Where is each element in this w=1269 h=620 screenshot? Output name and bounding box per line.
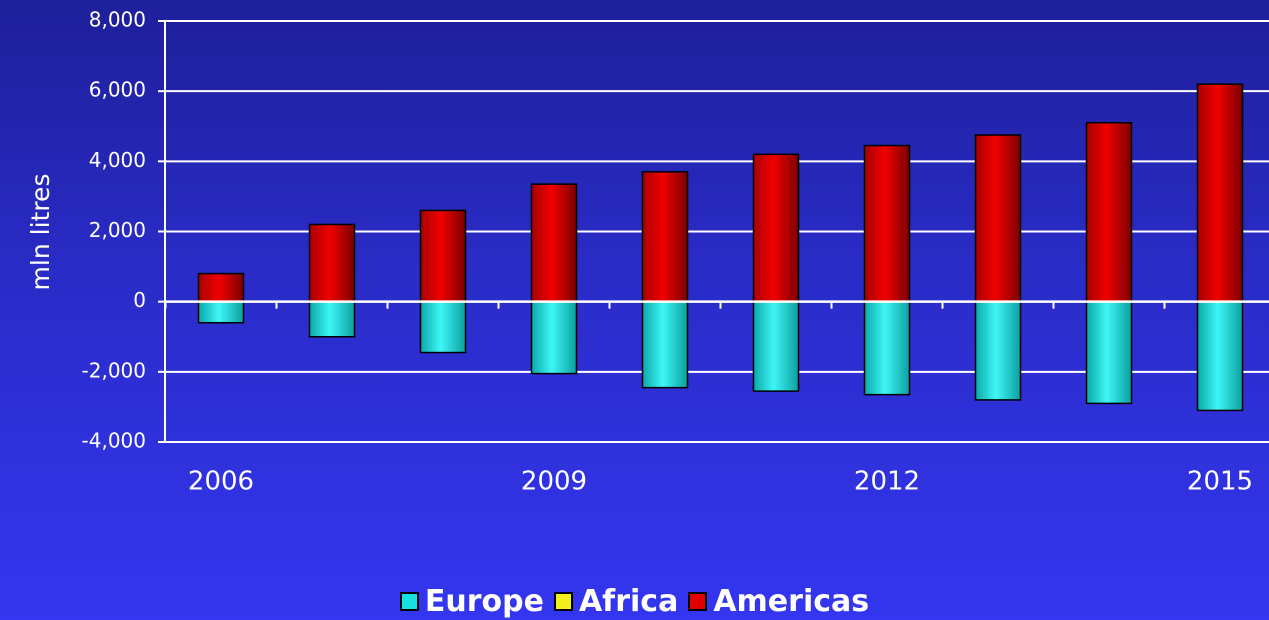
y-axis-title: mln litres <box>26 174 55 291</box>
bar-europe-2011 <box>752 300 800 392</box>
bar-americas-2013 <box>974 134 1022 303</box>
bar-europe-2014 <box>1085 300 1133 405</box>
bar-americas-2009 <box>530 183 578 303</box>
bar-europe-2009 <box>530 300 578 375</box>
y-tick-label: 8,000 <box>89 8 146 32</box>
bar-europe-2012 <box>863 300 911 396</box>
bar-americas-2012 <box>863 144 911 303</box>
x-tick-label: 2012 <box>854 467 920 497</box>
bar-americas-2006 <box>197 272 245 303</box>
bar-americas-2010 <box>641 171 689 303</box>
bar-americas-2008 <box>419 209 467 303</box>
legend-item-europe: Europe <box>399 584 544 619</box>
x-tick-label: 2006 <box>188 467 254 497</box>
y-tick-label: -2,000 <box>82 358 146 382</box>
bar-europe-2013 <box>974 300 1022 401</box>
y-tick-label: 4,000 <box>89 148 146 172</box>
x-tick-label: 2009 <box>521 467 587 497</box>
bar-americas-2014 <box>1085 121 1133 303</box>
legend-label: Europe <box>424 584 544 619</box>
bar-europe-2008 <box>419 300 467 354</box>
y-tick-label: 0 <box>133 288 146 312</box>
bar-europe-2006 <box>197 300 245 324</box>
legend: Europe Africa Americas <box>0 584 1269 619</box>
legend-swatch <box>399 592 419 611</box>
legend-swatch <box>688 592 708 611</box>
legend-label: Africa <box>578 584 679 619</box>
y-tick-label: 6,000 <box>89 78 146 102</box>
bar-americas-2015 <box>1196 83 1244 303</box>
legend-label: Americas <box>713 584 870 619</box>
x-tick-label: 2015 <box>1187 467 1253 497</box>
bar-europe-2007 <box>308 300 356 338</box>
chart: -4,000 -2,000 0 2,000 4,000 6,000 8,000 2006 200… <box>26 8 1253 497</box>
legend-swatch <box>553 592 573 611</box>
bar-americas-2007 <box>308 223 356 303</box>
bar-europe-2015 <box>1196 300 1244 412</box>
y-tick-label: 2,000 <box>89 218 146 242</box>
bar-americas-2011 <box>752 153 800 303</box>
legend-item-africa: Africa <box>553 584 679 619</box>
bar-europe-2010 <box>641 300 689 389</box>
y-tick-label: -4,000 <box>82 429 146 453</box>
legend-item-americas: Americas <box>688 584 869 619</box>
